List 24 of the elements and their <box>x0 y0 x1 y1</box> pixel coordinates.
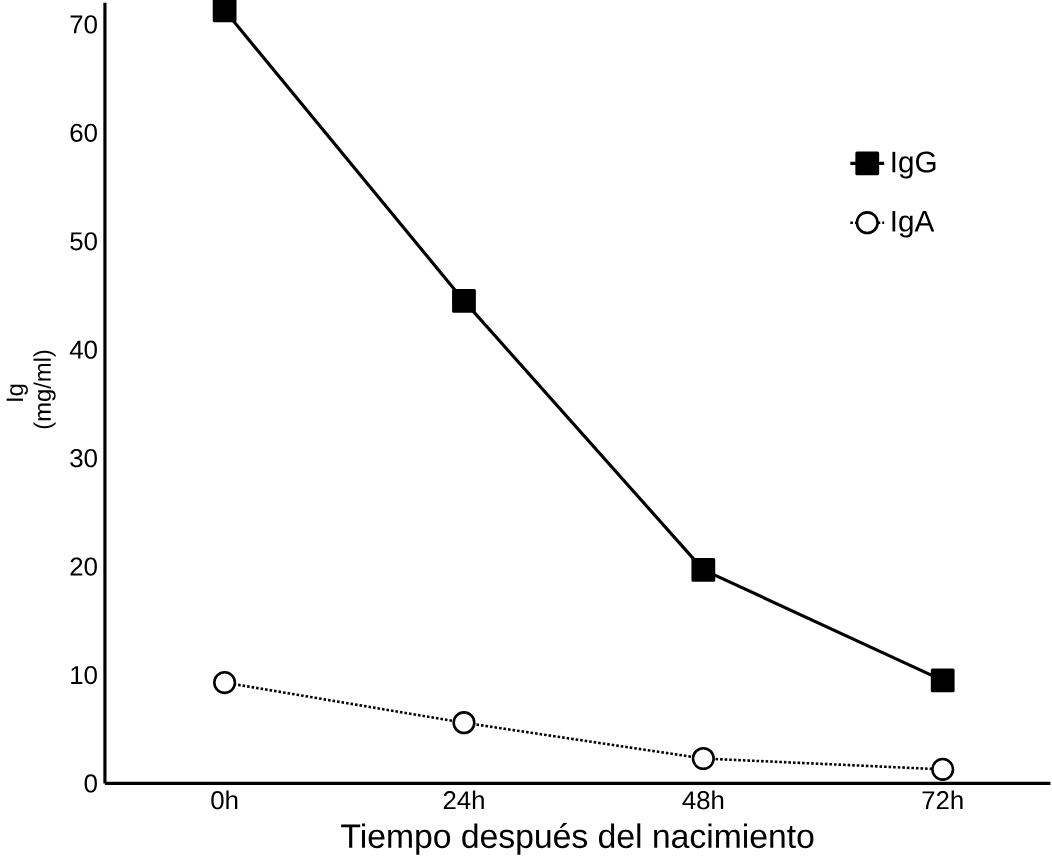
x-tick-label: 72h <box>922 790 963 809</box>
x-tick-label: 24h <box>443 790 484 809</box>
y-tick-label: 10 <box>71 665 97 684</box>
point <box>452 710 476 735</box>
point <box>212 0 237 23</box>
point <box>931 757 955 781</box>
legend-label: IgG <box>892 151 936 179</box>
point <box>213 670 237 695</box>
y-tick-label: 70 <box>70 15 97 34</box>
point <box>691 557 716 582</box>
point <box>452 288 476 313</box>
legend-label: IgA <box>892 210 935 238</box>
y-tick-label: 50 <box>70 231 97 251</box>
y-tick-label: 20 <box>70 557 97 576</box>
x-tick-label: 0h <box>211 790 238 810</box>
y-tick-label: 40 <box>69 340 97 359</box>
y-axis-title: Ig (mg/ml) <box>6 350 56 429</box>
point <box>930 668 955 693</box>
x-tick-label: 48h <box>682 790 724 810</box>
x-axis-title: Tiempo después del nacimiento <box>341 822 814 855</box>
y-tick-label: 0 <box>84 774 97 793</box>
point <box>691 746 715 770</box>
y-tick-label: 60 <box>70 123 97 142</box>
y-tick-label: 30 <box>70 448 97 468</box>
